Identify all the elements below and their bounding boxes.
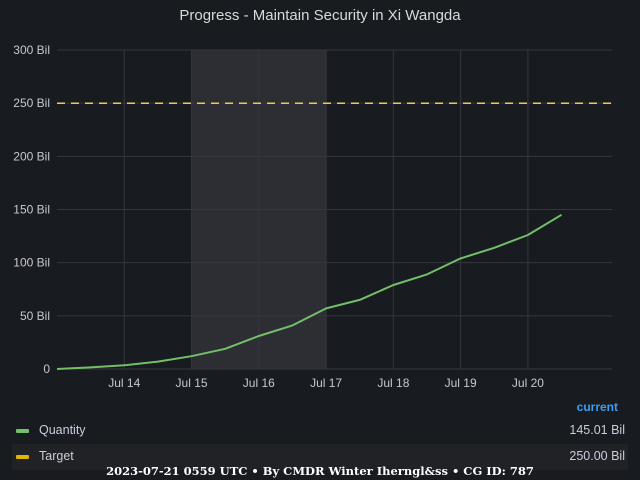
legend-header-current[interactable]: current xyxy=(576,400,618,414)
legend-swatch-target xyxy=(16,455,29,459)
x-tick-label: Jul 15 xyxy=(176,376,208,390)
line-chart[interactable]: 0 50 Bil 100 Bil 150 Bil 200 Bil 250 Bil 300 B… xyxy=(0,0,640,400)
y-tick-label: 200 Bil xyxy=(13,149,50,163)
legend-swatch-quantity xyxy=(16,429,29,433)
legend-label-target: Target xyxy=(39,449,74,463)
y-tick-label: 150 Bil xyxy=(13,203,50,217)
x-tick-label: Jul 16 xyxy=(243,376,275,390)
legend-item-quantity[interactable]: Quantity 145.01 Bil xyxy=(12,418,628,444)
x-tick-label: Jul 14 xyxy=(108,376,140,390)
x-tick-label: Jul 20 xyxy=(512,376,544,390)
y-tick-label: 0 xyxy=(43,362,50,376)
footer-credit: 2023-07-21 0559 UTC • By CMDR Winter Ihe… xyxy=(106,464,534,478)
legend-label-quantity: Quantity xyxy=(39,423,86,437)
legend-value-quantity: 145.01 Bil xyxy=(569,423,625,437)
y-tick-label: 300 Bil xyxy=(13,43,50,57)
x-tick-label: Jul 19 xyxy=(445,376,477,390)
series-line-quantity xyxy=(56,213,563,370)
legend-value-target: 250.00 Bil xyxy=(569,449,625,463)
y-tick-label: 250 Bil xyxy=(13,96,50,110)
y-tick-label: 100 Bil xyxy=(13,256,50,270)
chart-title: Progress - Maintain Security in Xi Wangd… xyxy=(179,7,461,24)
x-tick-label: Jul 17 xyxy=(310,376,342,390)
x-tick-label: Jul 18 xyxy=(377,376,409,390)
y-tick-label: 50 Bil xyxy=(20,309,50,323)
legend-item-target[interactable]: Target 250.00 Bil xyxy=(12,444,628,470)
